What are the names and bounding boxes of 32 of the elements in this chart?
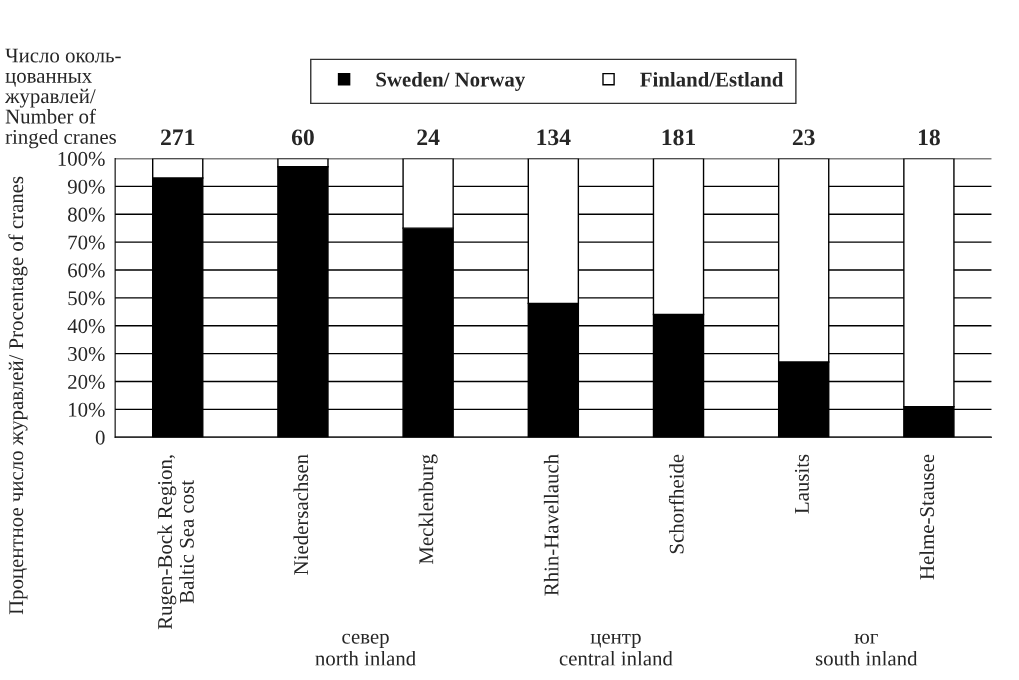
annotation: 18: [918, 129, 940, 146]
legend-label: Sweden/ Norway: [376, 71, 526, 91]
y-tick-label: 20%: [68, 374, 105, 389]
y-tick-label: 100%: [58, 151, 105, 166]
y-tick-label: 50%: [68, 291, 105, 306]
annotation: 271: [161, 129, 195, 146]
y-tick-label: 40%: [67, 319, 105, 334]
x-tick-label: Lausits: [794, 454, 809, 514]
annotation: 60: [291, 129, 314, 146]
annotation: 23: [792, 129, 815, 146]
text: Число околь- цованных журавлей/ Number of ringed cranes: [5, 48, 121, 149]
y-tick-label: 30%: [68, 346, 105, 362]
y-tick-label: 10%: [69, 402, 105, 417]
y-tick-label: 0: [95, 430, 105, 445]
y-tick-label: 70%: [68, 235, 105, 250]
x-tick-label: Rugen-Bock Region, Baltic Sea cost: [157, 455, 194, 630]
legend-label: Finland/Estland: [640, 71, 784, 87]
text: юг south inland: [815, 633, 918, 666]
y-tick-label: 80%: [68, 207, 105, 222]
x-tick-label: Mecklenburg: [418, 454, 438, 565]
y-tick-label: 60%: [68, 263, 105, 278]
text: север north inland: [315, 633, 416, 666]
annotation: 24: [417, 129, 440, 146]
x-tick-label: Rhin-Havellauch: [543, 454, 559, 596]
annotation: 134: [537, 129, 571, 146]
annotation: 181: [662, 129, 695, 146]
y-axis-title: Процентное число журавлей/ Procentage of cranes: [8, 176, 28, 615]
y-tick-label: 90%: [67, 179, 105, 194]
x-tick-label: Schorfheide: [668, 454, 684, 554]
x-tick-label: Niedersachsen: [293, 454, 309, 575]
text: центр central inland: [559, 633, 673, 666]
x-tick-label: Helme-Stausee: [919, 454, 935, 580]
